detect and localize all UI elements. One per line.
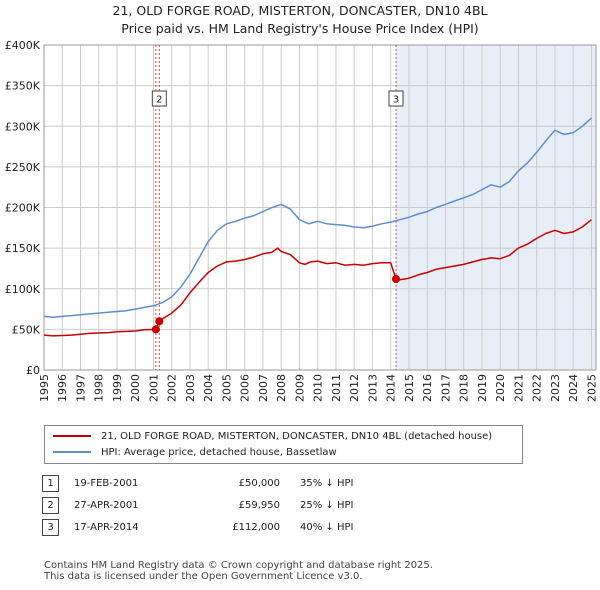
footer-licence: This data is licensed under the Open Gov… — [44, 571, 363, 582]
x-tick-label: 2017 — [439, 374, 452, 402]
x-tick-label: 2019 — [476, 374, 489, 402]
x-tick-label: 2011 — [330, 374, 343, 402]
x-tick-label: 2025 — [585, 374, 598, 402]
chart-title: 21, OLD FORGE ROAD, MISTERTON, DONCASTER… — [0, 2, 600, 38]
chart-sale-badge — [151, 90, 167, 107]
table-row: 2 27-APR-2001 £59,950 25% ↓ HPI — [42, 494, 400, 516]
x-tick-label: 2012 — [348, 374, 361, 402]
chart-sale-badge — [388, 90, 404, 107]
y-tick-label: £300K — [5, 120, 41, 133]
chart-sale-badge-label: 3 — [393, 95, 399, 106]
table-row: 3 17-APR-2014 £112,000 40% ↓ HPI — [42, 516, 400, 538]
x-tick-label: 1999 — [111, 374, 124, 402]
sale-point — [392, 275, 401, 283]
sale-point — [155, 317, 164, 326]
y-tick-label: £0 — [26, 364, 40, 377]
x-tick-label: 2013 — [366, 374, 379, 402]
sale-number-badge: 2 — [42, 496, 59, 514]
y-tick-label: £350K — [5, 80, 41, 93]
x-tick-label: 2005 — [220, 374, 233, 402]
x-tick-label: 2022 — [531, 374, 544, 402]
x-tick-label: 1998 — [93, 374, 106, 402]
y-tick-label: £100K — [5, 283, 41, 296]
title-line-2: Price paid vs. HM Land Registry's House … — [121, 21, 479, 36]
legend-hpi-label: HPI: Average price, detached house, Bass… — [101, 447, 337, 458]
price-chart: £0 £50K £100K £150K £200K £250K £300K £350K £400… — [5, 39, 599, 402]
y-tick-label: £50K — [12, 323, 41, 336]
sale-price: £59,950 — [238, 499, 280, 511]
title-line-1: 21, OLD FORGE ROAD, MISTERTON, DONCASTER… — [112, 3, 488, 18]
x-tick-label: 2010 — [312, 374, 325, 402]
x-tick-label: 2021 — [512, 374, 525, 402]
sale-number-badge: 1 — [42, 474, 59, 492]
x-tick-label: 2014 — [385, 374, 398, 402]
sale-date: 17-APR-2014 — [74, 521, 139, 533]
legend-price-swatch — [53, 435, 91, 437]
x-tick-label: 2000 — [129, 374, 142, 402]
sale-date: 19-FEB-2001 — [74, 477, 139, 489]
plot-border — [43, 44, 597, 371]
y-tick-label: £150K — [5, 242, 41, 255]
sale-date: 27-APR-2001 — [74, 499, 139, 511]
x-tick-label: 1995 — [38, 374, 51, 402]
legend-item-price: 21, OLD FORGE ROAD, MISTERTON, DONCASTER… — [53, 430, 492, 444]
x-tick-label: 2023 — [549, 374, 562, 402]
sale-price: £50,000 — [238, 477, 280, 489]
x-tick-label: 1996 — [56, 374, 69, 402]
sale-hpi-diff: 35% ↓ HPI — [300, 477, 354, 489]
y-tick-label: £250K — [5, 161, 41, 174]
legend-price-label: 21, OLD FORGE ROAD, MISTERTON, DONCASTER… — [101, 431, 493, 442]
x-tick-label: 2009 — [293, 374, 306, 402]
sale-point — [151, 325, 160, 334]
footer-copyright: Contains HM Land Registry data © Crown c… — [44, 560, 433, 571]
x-tick-label: 2006 — [239, 374, 252, 402]
x-tick-label: 1997 — [74, 374, 87, 402]
x-tick-label: 2004 — [202, 374, 215, 402]
x-tick-label: 2020 — [494, 374, 507, 402]
footer: Contains HM Land Registry data © Crown c… — [44, 560, 433, 582]
x-tick-label: 2007 — [257, 374, 270, 402]
sales-table: 1 19-FEB-2001 £50,000 35% ↓ HPI 2 27-APR… — [42, 472, 400, 538]
x-tick-label: 2016 — [421, 374, 434, 402]
sale-price: £112,000 — [232, 521, 280, 533]
x-tick-label: 2024 — [567, 374, 580, 402]
x-tick-label: 2018 — [458, 374, 471, 402]
table-row: 1 19-FEB-2001 £50,000 35% ↓ HPI — [42, 472, 400, 494]
legend-hpi-swatch — [53, 451, 91, 453]
x-tick-label: 2008 — [275, 374, 288, 402]
chart-legend: 21, OLD FORGE ROAD, MISTERTON, DONCASTER… — [44, 425, 523, 464]
x-tick-label: 2015 — [403, 374, 416, 402]
legend-item-hpi: HPI: Average price, detached house, Bass… — [53, 446, 337, 460]
y-tick-label: £400K — [5, 39, 41, 52]
price-paid-line — [43, 219, 592, 337]
y-tick-label: £200K — [5, 202, 41, 215]
x-tick-label: 2002 — [166, 374, 179, 402]
hpi-line — [43, 117, 592, 318]
chart-sale-badge-label: 2 — [156, 95, 162, 106]
sale-hpi-diff: 25% ↓ HPI — [300, 499, 354, 511]
x-tick-label: 2003 — [184, 374, 197, 402]
sale-hpi-diff: 40% ↓ HPI — [300, 521, 354, 533]
x-tick-label: 2001 — [147, 374, 160, 402]
sale-number-badge: 3 — [42, 518, 59, 536]
